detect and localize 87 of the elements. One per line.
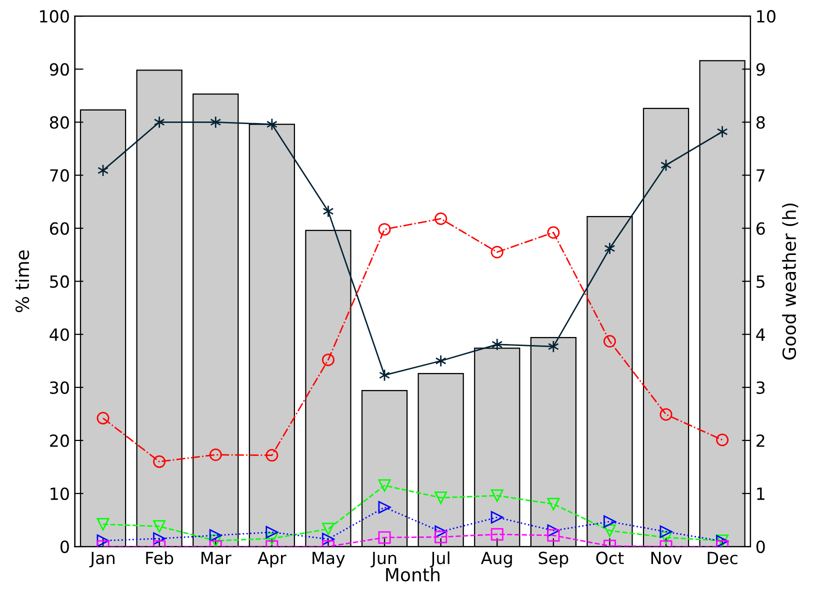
y2-tick-label: 0 xyxy=(756,540,765,554)
y-tick-label: 0 xyxy=(60,540,69,554)
point xyxy=(434,525,448,538)
y2-tick-label: 2 xyxy=(756,434,764,447)
x-tick-label: Oct xyxy=(596,552,624,564)
point xyxy=(322,532,334,546)
x-tick-label: Sep xyxy=(538,552,568,568)
y2-tick-label: 9 xyxy=(756,63,765,76)
point xyxy=(604,242,616,255)
point xyxy=(434,491,448,504)
point xyxy=(209,448,222,462)
point xyxy=(490,246,504,258)
y2-tick-label: 10 xyxy=(757,10,776,23)
y-tick-label: 90 xyxy=(50,63,69,76)
point xyxy=(435,354,446,368)
point xyxy=(490,489,504,502)
y-tick-label: 30 xyxy=(50,381,69,394)
y-tick-label: 100 xyxy=(40,10,69,23)
y-tick-label: 60 xyxy=(50,222,69,235)
point xyxy=(209,529,222,542)
point xyxy=(603,335,616,348)
point xyxy=(660,408,672,421)
point xyxy=(378,531,391,544)
y-tick-label: 50 xyxy=(50,275,69,288)
y2-tick-label: 8 xyxy=(756,116,765,129)
point xyxy=(98,164,109,177)
x-tick-label: Feb xyxy=(146,551,174,564)
point xyxy=(490,511,504,524)
x-tick-label: Mar xyxy=(202,552,232,564)
y2-tick-label: 7 xyxy=(756,169,765,182)
point xyxy=(266,526,278,538)
point xyxy=(434,530,448,544)
point xyxy=(266,532,278,545)
point xyxy=(547,529,560,542)
y-tick-label: 40 xyxy=(50,328,69,341)
x-tick-label: Jun xyxy=(370,552,396,568)
point xyxy=(96,534,110,547)
point xyxy=(660,525,672,538)
point xyxy=(716,434,729,446)
point xyxy=(209,534,222,547)
point xyxy=(547,498,560,510)
y2-tick-label: 1 xyxy=(757,488,764,500)
x-tick-label: Aug xyxy=(480,552,512,568)
point xyxy=(96,518,110,531)
y-tick-label: 20 xyxy=(50,434,69,448)
point xyxy=(548,340,559,353)
x-tick-label: Dec xyxy=(708,552,738,564)
y2-axis-title: Good weather (h) xyxy=(782,204,798,360)
y2-tick-label: 6 xyxy=(756,222,765,235)
x-axis-title: Month xyxy=(386,568,440,582)
point xyxy=(210,116,222,128)
point xyxy=(266,118,278,131)
point xyxy=(153,455,166,468)
point xyxy=(660,158,672,172)
point xyxy=(266,449,278,462)
x-tick-label: Nov xyxy=(651,552,682,564)
point xyxy=(490,528,504,541)
point xyxy=(154,116,165,128)
x-tick-label: Jan xyxy=(89,552,114,568)
y2-tick-label: 4 xyxy=(756,328,765,341)
point xyxy=(96,412,110,424)
y-axis-title: % time xyxy=(15,250,30,312)
point xyxy=(322,205,334,218)
point xyxy=(603,524,616,537)
x-tick-label: Jul xyxy=(430,551,450,568)
point xyxy=(492,338,503,351)
point xyxy=(660,531,672,544)
y2-tick-label: 3 xyxy=(756,381,765,394)
point xyxy=(378,501,391,514)
point xyxy=(603,515,616,528)
y-tick-label: 80 xyxy=(50,116,69,129)
x-tick-label: Apr xyxy=(258,552,286,568)
point xyxy=(547,226,560,239)
point xyxy=(434,212,448,225)
point xyxy=(322,522,334,536)
y-tick-label: 10 xyxy=(50,487,69,500)
y-tick-label: 70 xyxy=(50,169,69,182)
point xyxy=(153,520,166,533)
point xyxy=(379,368,390,382)
point xyxy=(153,532,166,545)
point xyxy=(547,524,560,537)
point xyxy=(322,354,334,366)
y2-tick-label: 5 xyxy=(756,275,764,288)
point xyxy=(716,125,728,138)
point xyxy=(378,223,391,236)
x-tick-label: May xyxy=(312,552,345,568)
point xyxy=(378,479,391,492)
